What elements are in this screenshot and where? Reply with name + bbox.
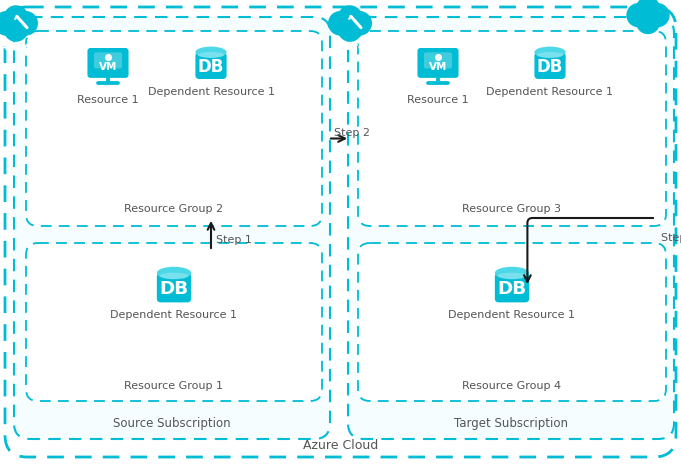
Ellipse shape [497, 273, 526, 280]
FancyBboxPatch shape [358, 244, 666, 401]
Ellipse shape [197, 53, 224, 59]
Text: DB: DB [197, 58, 224, 76]
FancyBboxPatch shape [26, 32, 322, 227]
Circle shape [627, 4, 650, 28]
Text: DB: DB [537, 58, 563, 76]
Ellipse shape [195, 48, 227, 59]
Circle shape [3, 6, 29, 31]
Circle shape [338, 18, 362, 43]
Circle shape [0, 12, 18, 37]
Text: VM: VM [99, 62, 117, 72]
FancyBboxPatch shape [417, 49, 458, 79]
FancyBboxPatch shape [14, 18, 330, 439]
Circle shape [338, 6, 362, 31]
Text: Step 3: Step 3 [661, 232, 681, 242]
Ellipse shape [537, 53, 563, 59]
FancyBboxPatch shape [3, 24, 29, 33]
FancyBboxPatch shape [495, 273, 529, 303]
FancyBboxPatch shape [195, 53, 227, 80]
Text: Resource 1: Resource 1 [407, 95, 469, 105]
Circle shape [3, 18, 29, 43]
FancyBboxPatch shape [5, 8, 676, 457]
Text: DB: DB [497, 279, 526, 298]
Text: Resource Group 1: Resource Group 1 [125, 380, 223, 390]
Text: Azure Cloud: Azure Cloud [303, 438, 378, 452]
Text: Resource 1: Resource 1 [77, 95, 139, 105]
Circle shape [636, 11, 660, 35]
Text: Dependent Resource 1: Dependent Resource 1 [110, 309, 238, 319]
Text: Dependent Resource 1: Dependent Resource 1 [148, 87, 274, 97]
Circle shape [646, 4, 669, 28]
Text: Source Subscription: Source Subscription [113, 416, 231, 430]
Text: Step 2: Step 2 [334, 128, 370, 138]
Circle shape [636, 0, 660, 22]
FancyBboxPatch shape [157, 273, 191, 303]
Text: Dependent Resource 1: Dependent Resource 1 [449, 309, 575, 319]
Text: Azure: Azure [0, 42, 32, 52]
Text: Resource Group 2: Resource Group 2 [125, 204, 223, 214]
Text: Target Subscription: Target Subscription [454, 416, 568, 430]
FancyBboxPatch shape [535, 53, 566, 80]
Ellipse shape [157, 267, 191, 279]
FancyBboxPatch shape [87, 49, 129, 79]
Text: Resource Group 3: Resource Group 3 [462, 204, 562, 214]
Text: VM: VM [429, 62, 447, 72]
Circle shape [328, 12, 353, 37]
FancyBboxPatch shape [94, 53, 122, 69]
Text: Step 1: Step 1 [216, 235, 252, 245]
Ellipse shape [159, 273, 189, 280]
Text: Dependent Resource 1: Dependent Resource 1 [486, 87, 614, 97]
FancyBboxPatch shape [424, 53, 452, 69]
FancyBboxPatch shape [348, 18, 674, 439]
Text: Azure: Azure [334, 42, 366, 52]
FancyBboxPatch shape [358, 32, 666, 227]
Ellipse shape [535, 48, 566, 59]
Ellipse shape [495, 267, 529, 279]
Text: Resource Group 4: Resource Group 4 [462, 380, 562, 390]
FancyBboxPatch shape [338, 24, 362, 33]
Text: DB: DB [159, 279, 189, 298]
FancyBboxPatch shape [26, 244, 322, 401]
Circle shape [347, 12, 372, 37]
Circle shape [14, 12, 38, 37]
